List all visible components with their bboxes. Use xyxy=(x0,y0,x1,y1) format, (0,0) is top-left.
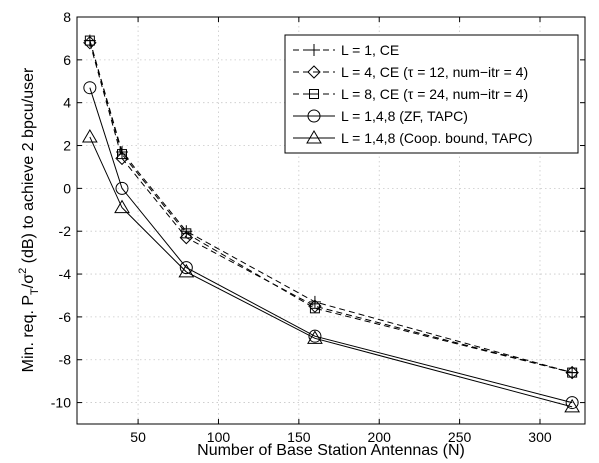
legend-label: L = 1,4,8 (Coop. bound, TAPC) xyxy=(341,130,533,146)
y-tick-label: 4 xyxy=(63,95,71,111)
y-tick-label: -2 xyxy=(59,223,72,239)
legend-label: L = 4, CE (τ = 12, num−itr = 4) xyxy=(341,64,528,80)
data-point-circle xyxy=(115,181,129,195)
y-tick-label: 0 xyxy=(63,180,71,196)
x-tick-label: 250 xyxy=(448,429,472,445)
data-point-square xyxy=(567,367,578,378)
y-tick-label: 2 xyxy=(63,138,71,154)
y-tick-label: -6 xyxy=(59,309,72,325)
axis-ticks: 50 100 150 200 250 300 -10 -8 -6 -4 -2 0 2 4 6 8 xyxy=(51,9,585,445)
legend-marker-plus xyxy=(308,44,320,56)
y-tick-label: 6 xyxy=(63,52,71,68)
plot-frame xyxy=(76,16,586,425)
data-point-triangle xyxy=(564,398,581,413)
data-point-circle xyxy=(179,261,193,275)
series-3 xyxy=(84,35,578,378)
data-point-triangle xyxy=(114,199,130,214)
y-tick-label: -8 xyxy=(59,352,72,368)
data-point-triangle xyxy=(307,330,323,344)
series-line xyxy=(89,40,573,374)
x-tick-label: 200 xyxy=(368,429,392,445)
y-tick-label: -10 xyxy=(51,395,71,411)
legend-item: L = 4, CE (τ = 12, num−itr = 4) xyxy=(293,64,528,80)
legend-marker-diamond xyxy=(307,65,321,79)
data-point-circle xyxy=(83,81,97,95)
y-tick-label: -4 xyxy=(59,266,72,282)
data-point-triangle xyxy=(178,263,195,278)
legend-item: L = 1, CE xyxy=(293,42,399,58)
legend-item: L = 8, CE (τ = 24, num−itr = 4) xyxy=(293,86,528,102)
legend-marker-circle xyxy=(307,109,321,123)
series-line xyxy=(89,136,573,408)
x-tick-label: 300 xyxy=(528,429,552,445)
legend: L = 1, CE L = 4, CE (τ = 12, num−itr = 4)… xyxy=(284,34,579,154)
data-point-triangle xyxy=(81,128,98,143)
data-point-square xyxy=(117,149,128,160)
legend-item: L = 1,4,8 (ZF, TAPC) xyxy=(293,108,468,124)
series-layer xyxy=(81,34,581,413)
x-tick-label: 50 xyxy=(130,429,146,445)
data-point-square xyxy=(309,303,320,314)
legend-marker-triangle xyxy=(306,130,322,144)
y-tick-label: 8 xyxy=(63,9,71,25)
series-line xyxy=(89,87,573,404)
legend-label: L = 1, CE xyxy=(341,42,399,58)
y-axis-label: Min. req. PT/σ2 (dB) to achieve 2 bpcu/u… xyxy=(17,67,41,372)
x-axis-label: Number of Base Station Antennas (N) xyxy=(197,442,465,459)
legend-marker-square xyxy=(309,89,319,99)
data-point-circle xyxy=(308,329,322,343)
data-point-circle xyxy=(565,396,579,410)
legend-item: L = 1,4,8 (Coop. bound, TAPC) xyxy=(293,130,533,146)
data-point-square xyxy=(181,228,192,239)
legend-label: L = 8, CE (τ = 24, num−itr = 4) xyxy=(341,86,528,102)
x-tick-label: 100 xyxy=(207,429,231,445)
series-4 xyxy=(83,81,579,410)
legend-label: L = 1,4,8 (ZF, TAPC) xyxy=(341,108,468,124)
series-5 xyxy=(81,128,581,413)
data-point-plus xyxy=(308,295,321,308)
data-point-square xyxy=(84,35,95,46)
x-tick-label: 150 xyxy=(287,429,311,445)
